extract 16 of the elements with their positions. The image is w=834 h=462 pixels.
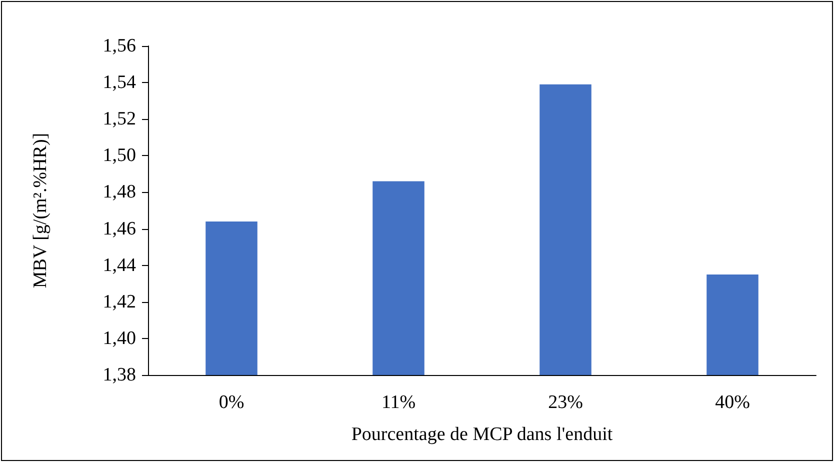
x-tick-label: 23% — [548, 392, 584, 413]
y-tick-label: 1,50 — [102, 145, 136, 166]
y-tick-label: 1,40 — [102, 328, 136, 349]
x-tick-label: 40% — [715, 392, 750, 413]
y-axis-title: MBV [g/(m².%HR)] — [30, 132, 51, 288]
y-tick-label: 1,52 — [102, 108, 136, 130]
y-tick-label: 1,38 — [102, 364, 136, 386]
x-tick-label: 11% — [381, 392, 416, 413]
x-axis-title: Pourcentage de MCP dans l'enduit — [351, 424, 614, 445]
y-tick-label: 1,54 — [102, 72, 136, 94]
x-tick-label: 0% — [218, 392, 244, 413]
y-tick-label: 1,44 — [102, 254, 136, 276]
y-tick-label: 1,56 — [102, 36, 136, 56]
y-tick-label: 1,42 — [102, 291, 136, 312]
y-tick-label: 1,48 — [102, 182, 136, 203]
y-tick-label: 1,46 — [102, 218, 136, 240]
